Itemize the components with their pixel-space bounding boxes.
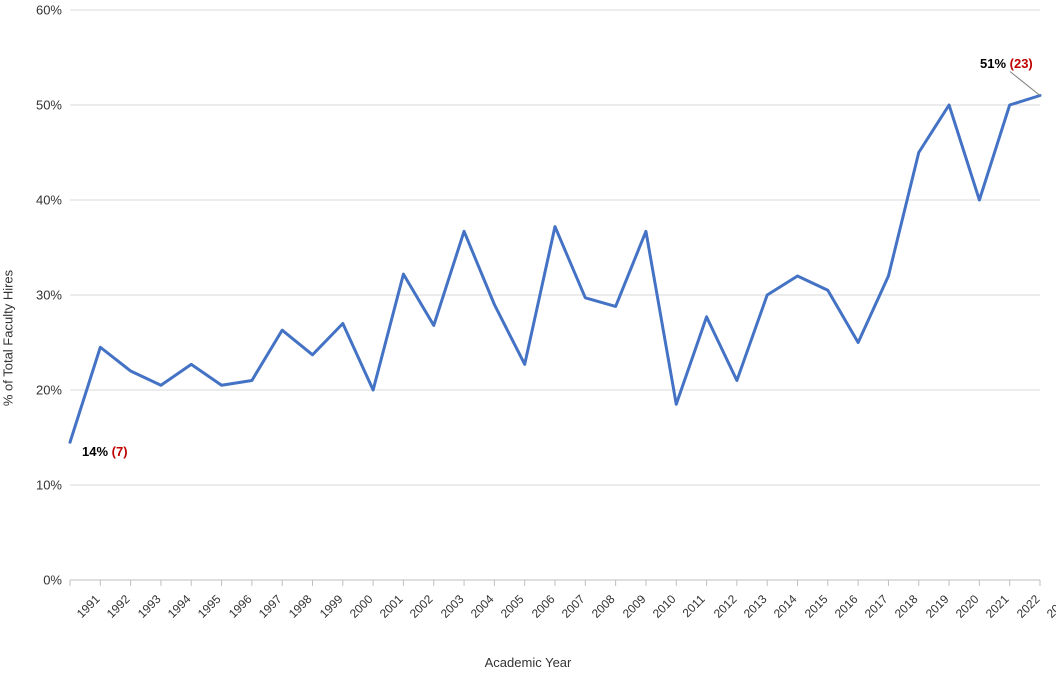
y-tick-label: 10% (22, 478, 62, 493)
y-axis-label: % of Total Faculty Hires (1, 270, 16, 406)
y-tick-label: 60% (22, 3, 62, 18)
y-tick-label: 20% (22, 383, 62, 398)
y-tick-label: 30% (22, 288, 62, 303)
chart-svg (0, 0, 1056, 676)
data-callout: 14% (7) (82, 444, 128, 459)
line-chart: % of Total Faculty Hires Academic Year 0… (0, 0, 1056, 676)
x-axis-label: Academic Year (485, 655, 572, 670)
data-callout: 51% (23) (980, 56, 1033, 71)
y-tick-label: 0% (22, 573, 62, 588)
y-tick-label: 50% (22, 98, 62, 113)
y-tick-label: 40% (22, 193, 62, 208)
